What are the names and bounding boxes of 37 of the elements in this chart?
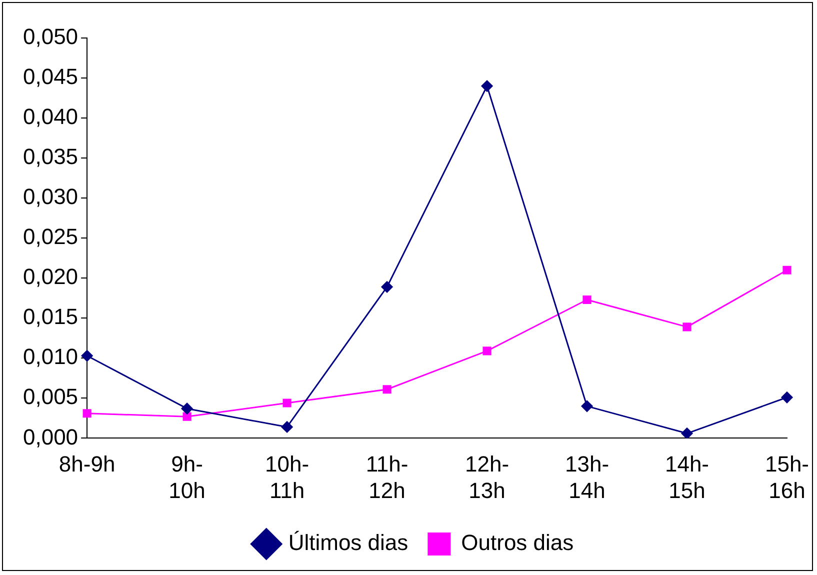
y-tick-label: 0,050 (22, 24, 78, 50)
x-tick-label: 15h-16h (764, 451, 810, 503)
x-tick-label: 14h-15h (664, 451, 710, 503)
x-tick-label: 8h-9h (58, 451, 116, 476)
point (281, 421, 293, 433)
point (481, 80, 493, 92)
x-tick-label: 9h-10h (168, 451, 206, 503)
y-tick-label: 0,015 (22, 304, 78, 330)
x-tick-label: 11h-12h (366, 451, 408, 503)
point (582, 295, 592, 304)
point (682, 322, 692, 332)
point (181, 402, 193, 414)
point (781, 392, 793, 404)
y-tick-label: 0,025 (22, 224, 78, 250)
point (282, 398, 292, 408)
point (182, 412, 192, 421)
legend-label: Últimos dias (288, 530, 408, 556)
y-tick-label: 0,035 (22, 144, 78, 170)
point (782, 266, 792, 274)
legend-label: Outros dias (461, 530, 574, 556)
x-tick-label: 13h-14h (564, 451, 610, 503)
point (381, 281, 393, 293)
point (81, 350, 93, 362)
x-tick-label: 10h-11h (265, 451, 310, 503)
y-tick-label: 0,005 (22, 384, 78, 410)
point (482, 346, 492, 356)
y-tick-label: 0,045 (22, 64, 78, 90)
y-tick-label: 0,000 (22, 424, 78, 450)
point (581, 400, 593, 412)
y-tick-label: 0,030 (22, 184, 78, 210)
y-tick-label: 0,040 (22, 104, 78, 130)
y-tick-label: 0,010 (22, 344, 78, 370)
y-tick-label: 0,020 (22, 264, 78, 290)
point (82, 409, 92, 418)
x-tick-label: 12h-13h (464, 451, 510, 503)
point (382, 385, 392, 394)
point (681, 428, 693, 438)
